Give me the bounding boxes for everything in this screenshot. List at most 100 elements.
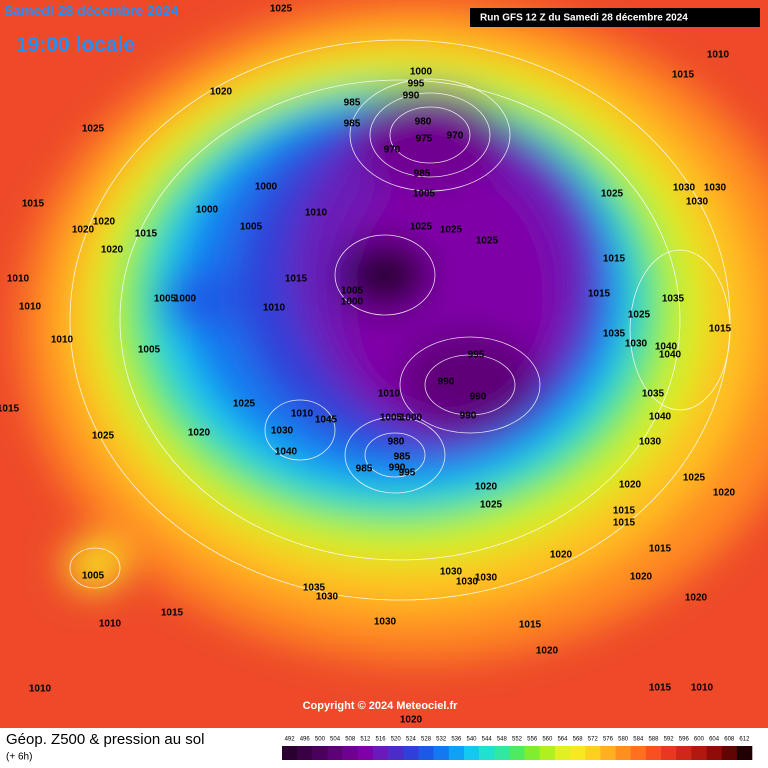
pressure-label: 1035 (603, 329, 626, 340)
colorbar-tick-label: 512 (360, 737, 371, 743)
pressure-label: 1030 (456, 577, 479, 588)
pressure-label: 1000 (196, 205, 219, 216)
colorbar-tick-label: 580 (618, 737, 629, 743)
pressure-label: 1020 (630, 572, 653, 583)
colorbar-tick-label: 596 (679, 737, 690, 743)
colorbar-cell (388, 746, 404, 760)
colorbar-cell (570, 746, 586, 760)
pressure-label: 1015 (0, 404, 20, 415)
pressure-label: 1030 (625, 339, 648, 350)
pressure-label: 1015 (613, 518, 636, 529)
colorbar-cell (736, 746, 753, 760)
pressure-label: 1015 (135, 229, 158, 240)
pressure-label: 1025 (628, 310, 651, 321)
pressure-label: 1035 (642, 389, 665, 400)
pressure-label: 1010 (378, 389, 401, 400)
pressure-label: 1040 (659, 350, 682, 361)
lead-time: (+ 6h) (6, 752, 32, 763)
colorbar-cell (706, 746, 722, 760)
pressure-label: 1015 (519, 620, 542, 631)
pressure-label: 1015 (603, 254, 626, 265)
colorbar-tick-label: 520 (391, 737, 402, 743)
pressure-label: 1030 (271, 426, 294, 437)
pressure-label: 1020 (400, 715, 423, 726)
pressure-label: 1020 (536, 646, 559, 657)
colorbar-tick-label: 608 (724, 737, 735, 743)
pressure-label: 980 (388, 437, 405, 448)
pressure-label: 1025 (82, 124, 105, 135)
pressure-label: 1020 (713, 488, 736, 499)
pressure-label: 975 (416, 134, 433, 145)
pressure-label: 1010 (707, 50, 730, 61)
pressure-label: 1000 (410, 67, 433, 78)
colorbar-tick-label: 556 (527, 737, 538, 743)
pressure-label: 1030 (704, 183, 727, 194)
pressure-label: 1010 (19, 302, 42, 313)
pressure-label: 1000 (400, 413, 423, 424)
colorbar: 492 496 500 504 508 512 516 520 524 528 532 536 540 5… (282, 737, 753, 760)
pressure-label: 1025 (440, 225, 463, 236)
pressure-label: 1015 (649, 544, 672, 555)
colorbar-tick-label: 496 (300, 737, 311, 743)
colorbar-cell (479, 746, 495, 760)
pressure-label: 970 (447, 131, 464, 142)
pressure-label: 1005 (138, 345, 161, 356)
pressure-label: 1015 (161, 608, 184, 619)
local-time: 19:00 locale (16, 34, 135, 57)
colorbar-tick-label: 568 (573, 737, 584, 743)
pressure-label: 1025 (601, 189, 624, 200)
colorbar-cell (342, 746, 359, 760)
colorbar-tick-label: 552 (512, 737, 523, 743)
pressure-label: 1040 (275, 447, 298, 458)
colorbar-cell (691, 746, 707, 760)
pressure-label: 1025 (683, 473, 706, 484)
colorbar-tick-label: 516 (376, 737, 387, 743)
colorbar-cell (494, 746, 510, 760)
pressure-label: 1030 (374, 617, 397, 628)
pressure-label: 1025 (270, 4, 293, 15)
pressure-label: 985 (414, 169, 431, 180)
colorbar-tick-label: 600 (694, 737, 705, 743)
pressure-label: 1030 (639, 437, 662, 448)
pressure-label: 1040 (649, 412, 672, 423)
pressure-label: 1000 (341, 297, 364, 308)
pressure-label: 985 (394, 452, 411, 463)
pressure-label: 1005 (380, 413, 403, 424)
pressure-label: 1030 (686, 197, 709, 208)
pressure-label: 1005 (413, 189, 436, 200)
colorbar-tick-label: 592 (664, 737, 675, 743)
colorbar-tick-label: 492 (285, 737, 296, 743)
pressure-label: 1025 (476, 236, 499, 247)
pressure-label: 1020 (210, 87, 233, 98)
colorbar-cell (539, 746, 556, 760)
pressure-label: 1010 (263, 303, 286, 314)
date: Samedi 28 décembre 2024 (4, 3, 179, 19)
run: Run GFS 12 Z du Samedi 28 décembre 2024 (480, 13, 688, 24)
pressure-label: 1020 (93, 217, 116, 228)
pressure-label: 1025 (233, 399, 256, 410)
colorbar-tick-label: 584 (633, 737, 644, 743)
pressure-label: 1030 (475, 573, 498, 584)
colorbar-cell (600, 746, 616, 760)
pressure-label: 1025 (410, 222, 433, 233)
colorbar-tick-label: 504 (330, 737, 341, 743)
colorbar-cell (448, 746, 465, 760)
pressure-label: 995 (399, 468, 416, 479)
isobars (69, 39, 731, 601)
colorbar-tick-label: 508 (345, 737, 356, 743)
colorbar-cell (297, 746, 313, 760)
pressure-label: 1015 (709, 324, 732, 335)
run-box (470, 8, 760, 27)
pressure-label: 1030 (673, 183, 696, 194)
pressure-label: 985 (356, 464, 373, 475)
colorbar-tick-label: 612 (739, 737, 750, 743)
pressure-label: 1035 (303, 583, 326, 594)
colorbar-tick-label: 560 (542, 737, 553, 743)
colorbar-cell (676, 746, 692, 760)
pressure-label: 1040 (655, 342, 678, 353)
pressure-label: 995 (408, 79, 425, 90)
colorbar-tick-label: 528 (421, 737, 432, 743)
